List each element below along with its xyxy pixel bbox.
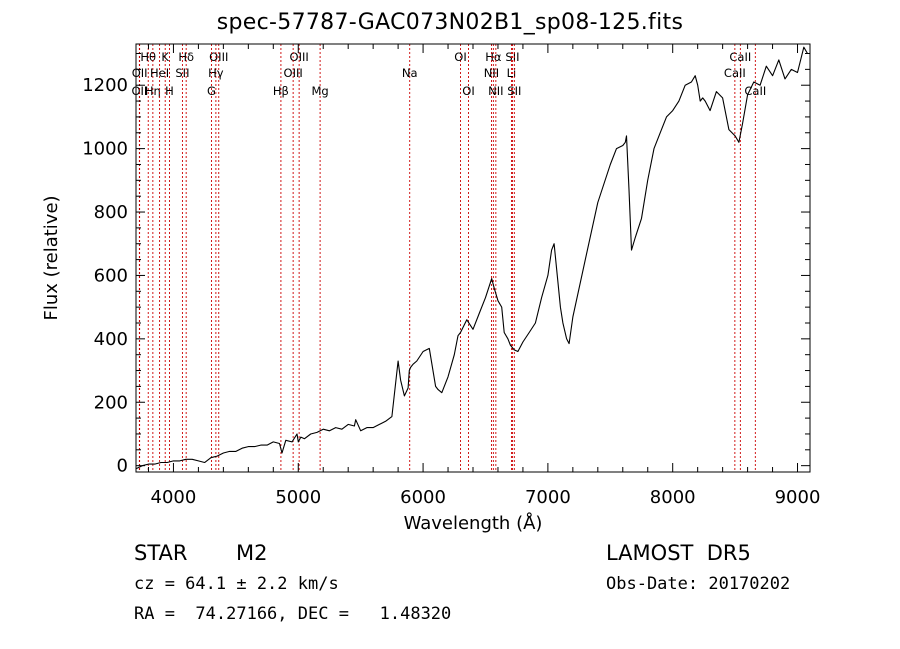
line-marker-label: Na [402,66,418,80]
observation-date: Obs-Date: 20170202 [606,574,791,594]
y-tick-label: 0 [117,456,128,477]
redshift-readout: cz = 64.1 ± 2.2 km/s [134,574,339,594]
line-marker-label: SII [507,84,521,98]
object-class: STAR [134,541,188,565]
y-tick-label: 400 [94,329,128,350]
object-subclass: M2 [236,541,268,565]
y-tick-label: 600 [94,265,128,286]
line-marker-label: G [207,84,216,98]
line-marker-label: Mg [311,84,328,98]
line-marker-label: Hη [145,84,161,98]
line-marker-label: OIII [290,50,309,64]
line-marker-label: OI [454,50,466,64]
survey-label: LAMOST DR5 [606,541,751,565]
line-marker-label: Hθ [140,50,156,64]
line-marker-label: Hδ [178,50,194,64]
y-tick-label: 1000 [82,139,128,160]
line-marker-label: OIII [209,50,228,64]
coordinates-readout: RA = 74.27166, DEC = 1.48320 [134,604,452,624]
line-marker-label: CaII [729,50,751,64]
line-marker-label: H [165,84,174,98]
x-tick-label: 6000 [400,487,446,508]
y-axis-label: Flux (relative) [41,195,62,320]
line-marker-label: OIII [284,66,303,80]
x-axis-label: Wavelength (Å) [404,512,543,534]
line-marker-label: NII [484,66,499,80]
chart-title: spec-57787-GAC073N02B1_sp08-125.fits [216,10,684,35]
x-tick-label: 7000 [525,487,571,508]
line-marker-label: SII [175,66,189,80]
y-tick-label: 200 [94,392,128,413]
x-tick-label: 8000 [650,487,696,508]
line-marker-label: OII [131,84,147,98]
line-marker-label: SII [505,50,519,64]
line-marker-label: Hβ [273,84,289,98]
spectrum-line [135,46,808,470]
x-tick-label: 9000 [775,487,821,508]
x-tick-label: 4000 [151,487,197,508]
line-marker-label: Hγ [208,66,224,80]
line-marker-label: NII [488,84,503,98]
line-marker-label: CaII [724,66,746,80]
y-tick-label: 800 [94,202,128,223]
line-marker-label: CaII [744,84,766,98]
line-marker-label: K [161,50,169,64]
line-marker-label: HeI [150,66,169,80]
x-tick-label: 5000 [275,487,321,508]
line-marker-label: OI [462,84,474,98]
line-marker-label: Hα [485,50,502,64]
line-marker-label: Li [507,66,517,80]
y-tick-label: 1200 [82,75,128,96]
line-marker-label: OII [132,66,148,80]
